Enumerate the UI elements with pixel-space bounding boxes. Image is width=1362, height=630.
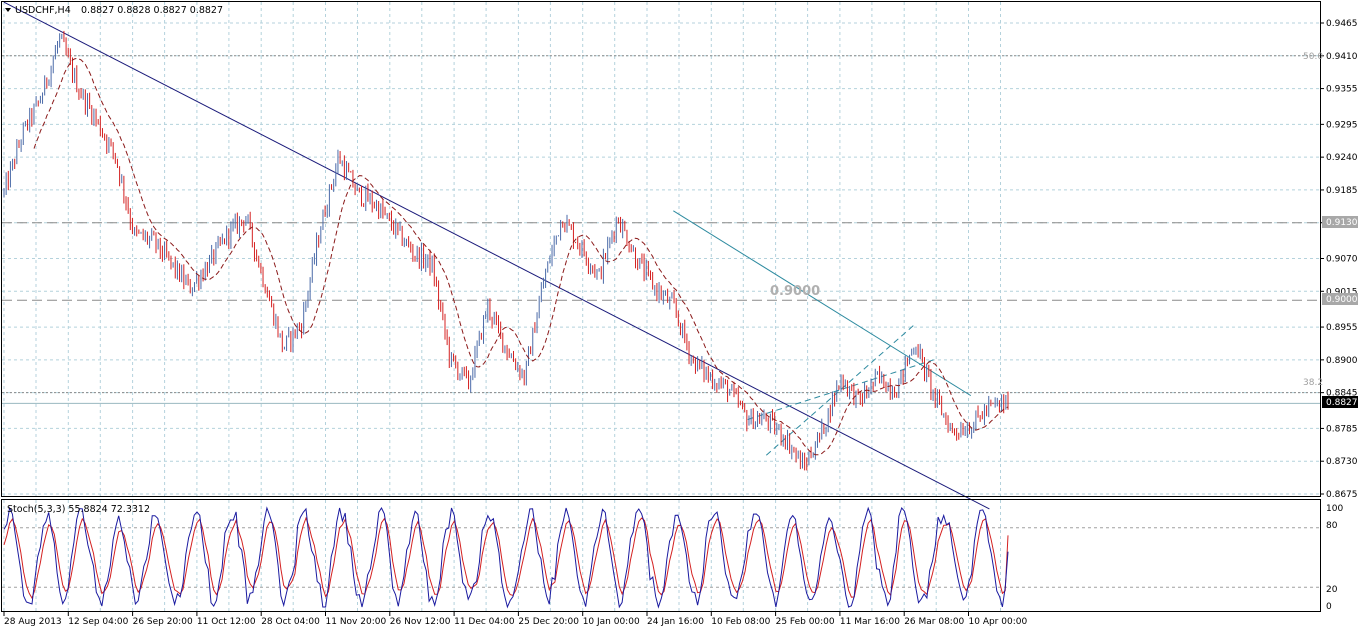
time-axis: 28 Aug 2013 12 Sep 04:00 26 Sep 20:00 11 Oc… — [3, 612, 1028, 627]
x-tick-label-7: 11 Dec 04:00 — [454, 617, 515, 627]
x-tick-label-6: 26 Nov 12:00 — [390, 617, 451, 627]
x-tick-label-13: 11 Mar 16:00 — [840, 617, 900, 627]
stoch-level-80: 80 — [1326, 521, 1338, 531]
y-tick-label-9: 0.8955 — [1326, 323, 1358, 333]
y-tick-label-10: 0.8900 — [1326, 356, 1358, 366]
x-tick-label-4: 28 Oct 04:00 — [261, 617, 320, 627]
x-tick-label-9: 10 Jan 00:00 — [583, 617, 640, 627]
trendline-main_down — [3, 1, 990, 510]
chart-frames — [1, 1, 1321, 612]
stoch-signal-line — [3, 516, 1009, 600]
stoch-level-0: 0 — [1326, 602, 1332, 612]
chart-menu-icon[interactable] — [5, 8, 11, 12]
price-tag-current-bg — [1322, 396, 1358, 408]
y-tick-label-12: 0.8785 — [1326, 424, 1358, 434]
x-tick-label-0: 28 Aug 2013 — [4, 617, 62, 627]
y-tick-label-4: 0.9240 — [1326, 153, 1358, 163]
stoch-pane-frame — [1, 499, 1321, 612]
x-tick-label-2: 26 Sep 20:00 — [133, 617, 193, 627]
stoch-label: Stoch(5,3,3) 55.8824 72.3312 — [7, 504, 150, 515]
price-pane-frame — [1, 1, 1321, 497]
trendline-channel_lower — [765, 323, 916, 456]
stoch-main-line — [3, 506, 1009, 609]
x-tick-label-10: 24 Jan 16:00 — [647, 617, 704, 627]
y-tick-label-1: 0.9410 — [1326, 52, 1358, 62]
price-tag-9000: 0.9000 — [1326, 295, 1358, 305]
x-tick-label-3: 11 Oct 12:00 — [197, 617, 256, 627]
stoch-level-100: 100 — [1326, 504, 1343, 514]
moving-average-line — [33, 57, 1009, 456]
price-tag-9130-bg — [1322, 216, 1358, 228]
x-tick-label-8: 25 Dec 20:00 — [518, 617, 579, 627]
x-tick-label-15: 10 Apr 00:00 — [969, 617, 1028, 627]
symbol-timeframe: USDCHF,H4 — [15, 5, 71, 16]
x-tick-label-5: 11 Nov 20:00 — [326, 617, 387, 627]
y-tick-label-8: 0.9015 — [1326, 287, 1358, 297]
y-tick-label-7: 0.9070 — [1326, 255, 1358, 265]
fib-50-label: 50.0 — [1303, 52, 1323, 62]
x-tick-label-11: 10 Feb 08:00 — [711, 617, 770, 627]
y-tick-label-3: 0.9295 — [1326, 120, 1358, 130]
moving-average — [33, 57, 1009, 456]
price-tag-9000-bg — [1322, 293, 1358, 305]
price-axis: 0.9465 0.9410 0.9355 0.9295 0.9240 0.9185 0.91… — [1320, 19, 1358, 500]
stoch-level-20: 20 — [1326, 585, 1338, 595]
trendline-channel_mid — [747, 359, 934, 420]
y-tick-label-2: 0.9355 — [1326, 85, 1358, 95]
x-tick-label-12: 25 Feb 00:00 — [776, 617, 835, 627]
fib-382-label: 38.2 — [1303, 378, 1323, 388]
stochastic-lines — [3, 506, 1009, 609]
level-label-0900: 0.9000 — [770, 284, 820, 299]
ohlc-values: 0.8827 0.8828 0.8827 0.8827 — [81, 5, 223, 16]
y-tick-label-13: 0.8730 — [1326, 457, 1358, 467]
x-tick-label-14: 26 Mar 08:00 — [904, 617, 964, 627]
price-candles — [3, 30, 1009, 471]
x-tick-label-1: 12 Sep 04:00 — [68, 617, 128, 627]
price-tag-9130: 0.9130 — [1326, 218, 1358, 228]
y-tick-label-11: 0.8845 — [1326, 389, 1358, 399]
y-tick-label-14: 0.8675 — [1326, 490, 1358, 500]
price-tag-current: 0.8827 — [1326, 398, 1358, 408]
trendline-channel_upper — [673, 210, 972, 397]
y-tick-label-5: 0.9185 — [1326, 186, 1358, 196]
trendlines — [3, 1, 990, 510]
horizontal-levels — [2, 55, 1320, 404]
y-tick-label-0: 0.9465 — [1326, 19, 1358, 29]
